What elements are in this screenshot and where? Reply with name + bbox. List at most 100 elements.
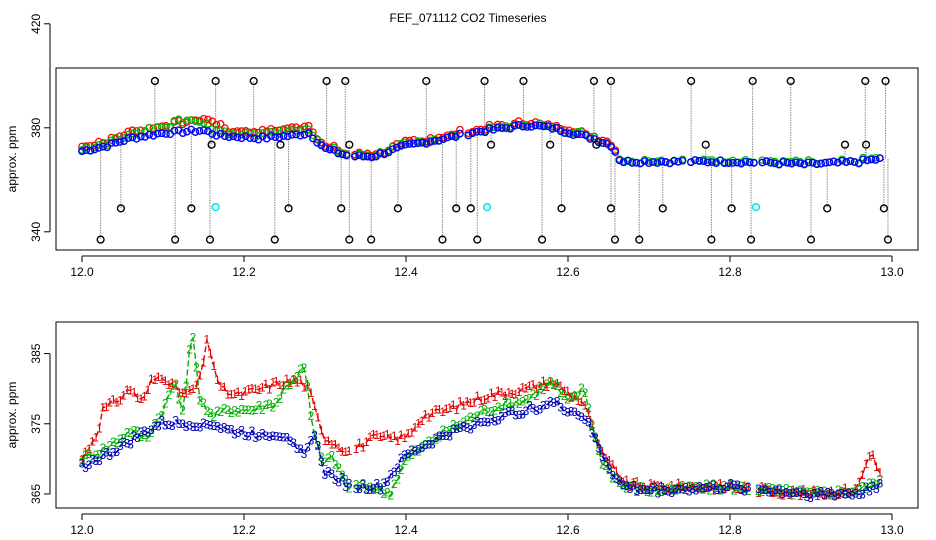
series-1-marker: 1	[821, 488, 828, 502]
series-2-marker: 2	[689, 482, 696, 496]
series-3-marker: 3	[505, 404, 512, 418]
blue-point	[107, 139, 116, 147]
series-3-marker: 3	[762, 483, 769, 497]
green-point	[267, 127, 275, 136]
series-2-marker: 2	[766, 481, 773, 495]
series-1-marker: 1	[623, 473, 630, 487]
series-2-marker: 2	[571, 389, 578, 403]
top-x-tick-label: 12.8	[718, 265, 742, 279]
top-x-tick-label: 13.0	[880, 265, 904, 279]
blue-point	[271, 133, 280, 142]
spike-point	[96, 235, 105, 244]
series-3-marker: 3	[589, 427, 596, 441]
spike-point	[393, 204, 403, 213]
blue-point	[229, 132, 238, 141]
series-1-marker: 1	[342, 445, 349, 459]
series-2-marker: 2	[249, 404, 256, 418]
series-3-marker: 3	[398, 451, 405, 465]
series-3-marker: 3	[530, 402, 537, 416]
series-1-marker: 1	[734, 482, 741, 496]
red-point	[212, 120, 221, 129]
spike-point	[881, 76, 890, 86]
series-3-marker: 3	[582, 413, 589, 427]
series-2-marker: 2	[543, 377, 550, 391]
series-2-marker: 2	[620, 479, 627, 493]
blue-point	[401, 140, 410, 149]
series-2-marker: 2	[523, 393, 530, 407]
blue-point	[342, 151, 351, 160]
series-3-marker: 3	[745, 480, 752, 494]
series-1-marker: 1	[596, 437, 603, 451]
series-1-marker: 1	[599, 445, 606, 459]
series-3-marker: 3	[540, 398, 547, 412]
series-2-marker: 2	[363, 481, 370, 495]
series-3-marker: 3	[814, 486, 821, 500]
blue-point	[699, 157, 708, 165]
series-3-marker: 3	[627, 482, 634, 496]
spike-point	[171, 235, 180, 244]
blue-point	[561, 128, 569, 137]
series-3-marker: 3	[537, 402, 544, 416]
blue-point	[439, 135, 448, 144]
series-2-marker: 2	[561, 389, 568, 403]
series-2-marker: 2	[439, 423, 446, 437]
top-y-tick-label: 380	[29, 117, 43, 137]
series-2-marker: 2	[106, 439, 113, 453]
series-1-marker: 1	[661, 482, 668, 496]
series-1-marker: 1	[498, 385, 505, 399]
blue-point	[472, 127, 481, 136]
series-1-marker: 1	[602, 451, 609, 465]
series-3-marker: 3	[519, 407, 526, 421]
series-1-marker: 1	[138, 392, 145, 406]
series-2-marker: 2	[346, 482, 353, 496]
series-1-marker: 1	[870, 448, 877, 462]
series-1-marker: 1	[550, 378, 557, 392]
series-3-marker: 3	[578, 410, 585, 424]
blue-point	[111, 138, 120, 147]
series-1-marker: 1	[561, 384, 568, 398]
spike-point	[270, 235, 279, 244]
series-3-marker: 3	[533, 404, 540, 418]
series-2-marker: 2	[547, 375, 554, 389]
series-1-marker: 1	[297, 373, 304, 387]
series-1-marker: 1	[606, 454, 613, 468]
series-1-marker: 1	[641, 480, 648, 494]
series-3-marker: 3	[259, 426, 266, 440]
series-3-marker: 3	[394, 461, 401, 475]
blue-point	[875, 154, 884, 162]
series-1-marker: 1	[183, 387, 190, 401]
series-1-marker: 1	[169, 376, 176, 390]
series-1-marker: 1	[849, 485, 856, 499]
series-1-marker: 1	[537, 379, 544, 393]
series-2-marker: 2	[720, 479, 727, 493]
series-2-marker: 2	[360, 476, 367, 490]
blue-point	[157, 129, 166, 138]
series-2-marker: 2	[537, 381, 544, 395]
blue-point	[464, 131, 473, 140]
series-2-marker: 2	[606, 463, 613, 477]
blue-point	[804, 158, 813, 167]
series-2-marker: 2	[842, 487, 849, 501]
series-1-marker: 1	[481, 393, 488, 407]
series-1-marker: 1	[866, 449, 873, 463]
series-3-marker: 3	[318, 455, 325, 469]
series-1-marker: 1	[523, 381, 530, 395]
series-3-marker: 3	[502, 406, 509, 420]
series-3-marker: 3	[110, 445, 117, 459]
series-1-marker: 1	[398, 428, 405, 442]
series-1-marker: 1	[304, 378, 311, 392]
series-1-marker: 1	[311, 399, 318, 413]
blue-point	[435, 136, 443, 145]
series-2-marker: 2	[776, 481, 783, 495]
blue-point	[514, 120, 523, 129]
series-1-marker: 1	[540, 374, 547, 388]
series-2-marker: 2	[502, 395, 509, 409]
series-2-marker: 2	[297, 362, 304, 376]
blue-point	[321, 144, 330, 153]
series-2-marker: 2	[755, 484, 762, 498]
blue-point	[103, 143, 112, 152]
series-3-marker: 3	[772, 483, 779, 497]
series-1-marker: 1	[811, 483, 818, 497]
series-2-marker: 2	[183, 379, 190, 393]
series-1-marker: 1	[609, 458, 616, 472]
